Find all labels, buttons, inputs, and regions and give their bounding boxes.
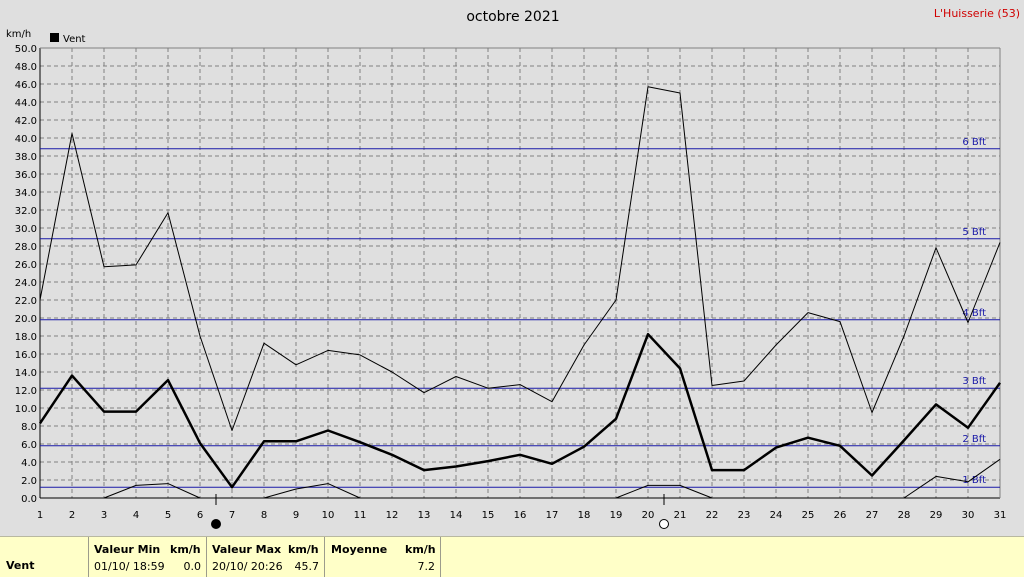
y-tick-label: 6.0 <box>21 440 37 451</box>
summary-max-value: 45.7 <box>294 560 320 573</box>
y-tick-label: 42.0 <box>15 116 37 127</box>
x-tick-label: 7 <box>229 510 235 521</box>
x-tick-label: 13 <box>418 510 431 521</box>
chart-title: octobre 2021 <box>466 9 559 25</box>
x-tick-label: 9 <box>293 510 299 521</box>
beaufort-label: 3 Bft <box>962 376 986 387</box>
x-tick-label: 27 <box>866 510 879 521</box>
y-tick-label: 12.0 <box>15 386 37 397</box>
x-tick-label: 12 <box>386 510 399 521</box>
summary-row-label-cell: Vent <box>0 537 88 577</box>
summary-max-when: 20/10/ 20:26 <box>212 560 283 573</box>
x-tick-label: 11 <box>354 510 367 521</box>
summary-avg-header: Moyenne <box>331 543 388 556</box>
x-tick-label: 6 <box>197 510 203 521</box>
mean-wind-line <box>38 332 1002 489</box>
y-tick-label: 14.0 <box>15 368 37 379</box>
min-wind-line <box>263 483 361 499</box>
y-tick-label: 34.0 <box>15 188 37 199</box>
max-wind-line <box>39 86 1001 431</box>
summary-min-header: Valeur Min <box>94 543 161 556</box>
summary-avg-unit: km/h <box>405 543 436 556</box>
summary-empty-cell <box>440 537 1021 577</box>
summary-row-label: Vent <box>6 559 35 572</box>
x-tick-label: 5 <box>165 510 171 521</box>
y-tick-label: 10.0 <box>15 404 37 415</box>
y-axis-unit: km/h <box>6 29 31 40</box>
y-tick-label: 0.0 <box>21 494 37 505</box>
x-tick-label: 4 <box>133 510 139 521</box>
x-tick-label: 8 <box>261 510 267 521</box>
x-tick-label: 17 <box>546 510 559 521</box>
y-tick-label: 44.0 <box>15 98 37 109</box>
x-tick-label: 29 <box>930 510 943 521</box>
y-tick-label: 24.0 <box>15 278 37 289</box>
y-tick-label: 48.0 <box>15 62 37 73</box>
y-tick-label: 50.0 <box>15 44 37 55</box>
x-tick-label: 18 <box>578 510 591 521</box>
summary-min-cell: Valeur Min km/h 01/10/ 18:59 0.0 <box>88 537 207 577</box>
x-tick-label: 23 <box>738 510 751 521</box>
x-tick-label: 14 <box>450 510 463 521</box>
y-tick-label: 40.0 <box>15 134 37 145</box>
x-tick-label: 19 <box>610 510 623 521</box>
summary-min-value: 0.0 <box>183 560 202 573</box>
summary-max-header: Valeur Max <box>212 543 282 556</box>
y-tick-label: 8.0 <box>21 422 37 433</box>
min-wind-line <box>615 484 713 499</box>
beaufort-label: 2 Bft <box>962 434 986 445</box>
x-tick-label: 2 <box>69 510 75 521</box>
summary-min-unit: km/h <box>170 543 201 556</box>
y-tick-label: 46.0 <box>15 80 37 91</box>
y-tick-label: 30.0 <box>15 224 37 235</box>
legend-label: Vent <box>63 34 86 45</box>
location-label: L'Huisserie (53) <box>934 7 1020 20</box>
x-tick-label: 25 <box>802 510 815 521</box>
x-tick-label: 28 <box>898 510 911 521</box>
plot-area: 0.0 2.0 4.0 6.0 8.0 10.0 12.0 14.0 16.0 18.0 20.0 2… <box>15 44 1007 529</box>
y-tick-label: 36.0 <box>15 170 37 181</box>
x-tick-label: 16 <box>514 510 527 521</box>
summary-min-when: 01/10/ 18:59 <box>94 560 165 573</box>
beaufort-label: 5 Bft <box>962 227 986 238</box>
summary-avg-value: 7.2 <box>417 560 436 573</box>
summary-max-cell: Valeur Max km/h 20/10/ 20:26 45.7 <box>206 537 325 577</box>
full-moon-icon <box>659 519 669 529</box>
x-tick-label: 31 <box>994 510 1007 521</box>
y-tick-label: 20.0 <box>15 314 37 325</box>
x-tick-label: 20 <box>642 510 655 521</box>
y-tick-label: 22.0 <box>15 296 37 307</box>
beaufort-label: 4 Bft <box>962 308 986 319</box>
x-tick-label: 26 <box>834 510 847 521</box>
wind-chart: octobre 2021 L'Huisserie (53) km/h Vent … <box>6 7 1020 529</box>
summary-max-unit: km/h <box>288 543 319 556</box>
x-tick-label: 3 <box>101 510 107 521</box>
x-tick-label: 21 <box>674 510 687 521</box>
y-tick-label: 18.0 <box>15 332 37 343</box>
summary-avg-cell: Moyenne km/h 7.2 <box>324 537 441 577</box>
beaufort-label: 6 Bft <box>962 137 986 148</box>
min-wind-line <box>103 483 201 499</box>
y-tick-label: 16.0 <box>15 350 37 361</box>
legend-swatch <box>50 33 59 42</box>
x-tick-label: 1 <box>37 510 43 521</box>
y-tick-label: 28.0 <box>15 242 37 253</box>
new-moon-icon <box>211 519 221 529</box>
y-tick-label: 38.0 <box>15 152 37 163</box>
x-tick-label: 30 <box>962 510 975 521</box>
x-tick-label: 15 <box>482 510 495 521</box>
summary-panel: Vent Valeur Min km/h 01/10/ 18:59 0.0 Va… <box>0 536 1024 577</box>
min-wind-line <box>903 458 1001 499</box>
x-tick-label: 24 <box>770 510 783 521</box>
y-tick-label: 32.0 <box>15 206 37 217</box>
beaufort-label: 1 Bft <box>962 475 986 486</box>
y-tick-label: 2.0 <box>21 476 37 487</box>
x-tick-label: 10 <box>322 510 335 521</box>
x-tick-label: 22 <box>706 510 719 521</box>
y-tick-label: 4.0 <box>21 458 37 469</box>
y-tick-label: 26.0 <box>15 260 37 271</box>
